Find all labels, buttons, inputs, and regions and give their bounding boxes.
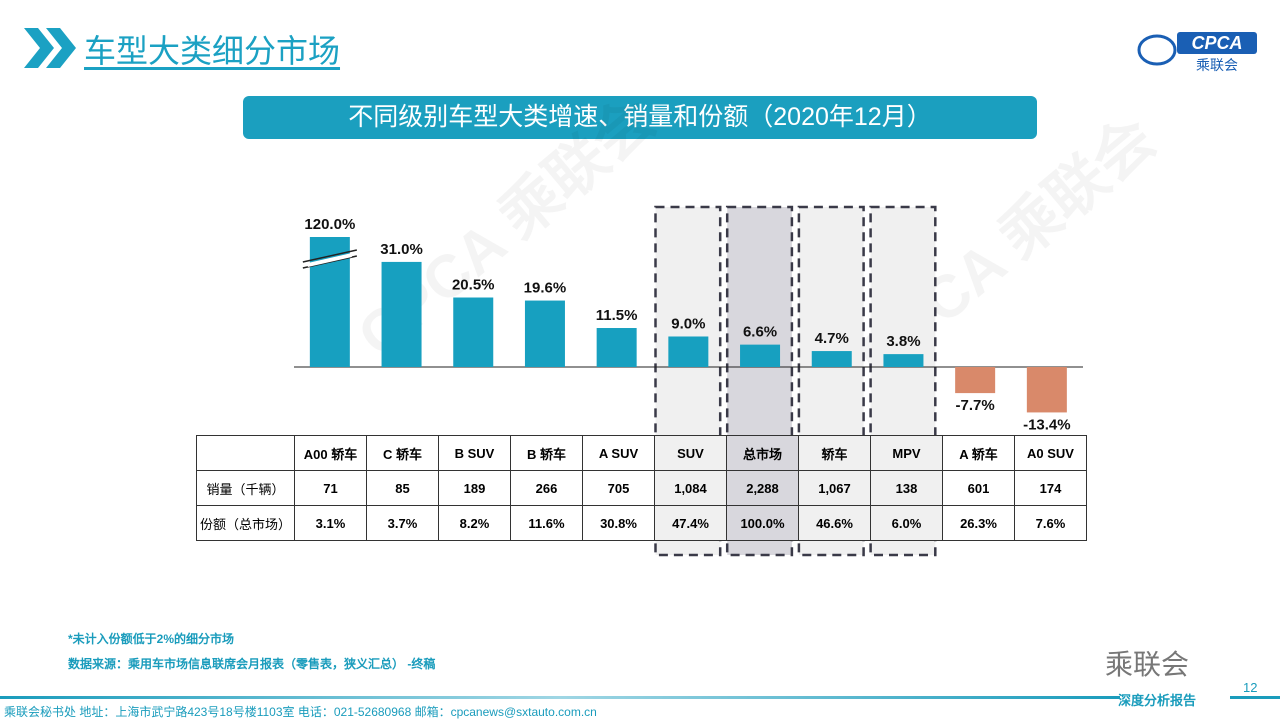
table-cell: 100.0% xyxy=(726,505,799,541)
column-header: 轿车 xyxy=(798,435,871,471)
column-header: C 轿车 xyxy=(366,435,439,471)
table-cell: 85 xyxy=(366,470,439,506)
table-cell: 1,084 xyxy=(654,470,727,506)
chart-title-banner: 不同级别车型大类增速、销量和份额（2020年12月） xyxy=(243,96,1037,139)
table-corner xyxy=(196,435,295,471)
page-title: 车型大类细分市场 xyxy=(84,33,341,69)
column-header: A0 SUV xyxy=(1014,435,1087,471)
table-cell: 174 xyxy=(1014,470,1087,506)
table-cell: 266 xyxy=(510,470,583,506)
table-cell: 601 xyxy=(942,470,1015,506)
report-tag: 深度分析报告 xyxy=(1118,694,1197,709)
bar xyxy=(596,328,637,367)
footnote: *未计入份额低于2%的细分市场 xyxy=(68,632,235,646)
data-label: 3.8% xyxy=(886,333,920,350)
column-header: B SUV xyxy=(438,435,511,471)
table-cell: 47.4% xyxy=(654,505,727,541)
row-label: 销量（千辆） xyxy=(196,470,295,506)
table-cell: 11.6% xyxy=(510,505,583,541)
data-label: -13.4% xyxy=(1023,416,1071,433)
bar xyxy=(1026,367,1067,413)
chevron-icon xyxy=(24,28,76,68)
footer-contact: 乘联会秘书处 地址：上海市武宁路423号18号楼1103室 电话：021-526… xyxy=(4,705,597,719)
table-cell: 705 xyxy=(582,470,655,506)
table-cell: 138 xyxy=(870,470,943,506)
bar xyxy=(453,297,494,367)
source-note: 数据来源：乘用车市场信息联席会月报表（零售表，狭义汇总） -终稿 xyxy=(68,657,436,671)
bar xyxy=(668,336,709,367)
table-cell: 71 xyxy=(294,470,367,506)
data-label: 6.6% xyxy=(743,324,777,341)
bar xyxy=(524,300,565,367)
bar xyxy=(381,261,422,367)
data-label: -7.7% xyxy=(956,397,995,414)
data-label: 20.5% xyxy=(452,277,495,294)
data-label: 9.0% xyxy=(671,315,705,332)
table-cell: 2,288 xyxy=(726,470,799,506)
logo-text: CPCA xyxy=(1191,33,1242,53)
table-cell: 8.2% xyxy=(438,505,511,541)
bar xyxy=(740,344,781,367)
axis-break-gap xyxy=(307,253,352,267)
column-header: A00 轿车 xyxy=(294,435,367,471)
table-cell: 1,067 xyxy=(798,470,871,506)
column-header: 总市场 xyxy=(726,435,799,471)
column-header: B 轿车 xyxy=(510,435,583,471)
table-cell: 3.1% xyxy=(294,505,367,541)
data-label: 120.0% xyxy=(304,216,355,233)
footer-line xyxy=(1230,696,1280,699)
table-cell: 30.8% xyxy=(582,505,655,541)
column-header: MPV xyxy=(870,435,943,471)
data-label: 11.5% xyxy=(596,307,638,324)
column-header: A SUV xyxy=(582,435,655,471)
column-header: A 轿车 xyxy=(942,435,1015,471)
bar xyxy=(955,367,996,394)
row-label: 份额（总市场） xyxy=(196,505,295,541)
bar xyxy=(883,354,924,367)
column-header: SUV xyxy=(654,435,727,471)
logo-sub: 乘联会 xyxy=(1196,57,1238,73)
cpca-logo: CPCA 乘联会 xyxy=(1135,28,1260,73)
data-label: 4.7% xyxy=(815,330,849,347)
wechat-label: 乘联会 xyxy=(1105,649,1190,680)
footer-line xyxy=(0,696,1120,699)
table-cell: 26.3% xyxy=(942,505,1015,541)
data-label: 19.6% xyxy=(524,280,567,297)
table-cell: 7.6% xyxy=(1014,505,1087,541)
data-table: A00 轿车 C 轿车 B SUV B 轿车 A SUV SUV 总市场 轿车 MPV A 轿车 A… xyxy=(196,435,1087,541)
table-cell: 3.7% xyxy=(366,505,439,541)
table-cell: 6.0% xyxy=(870,505,943,541)
data-label: 31.0% xyxy=(380,241,423,258)
bar xyxy=(811,351,852,367)
page-number: 12 xyxy=(1243,680,1258,695)
table-cell: 46.6% xyxy=(798,505,871,541)
table-cell: 189 xyxy=(438,470,511,506)
